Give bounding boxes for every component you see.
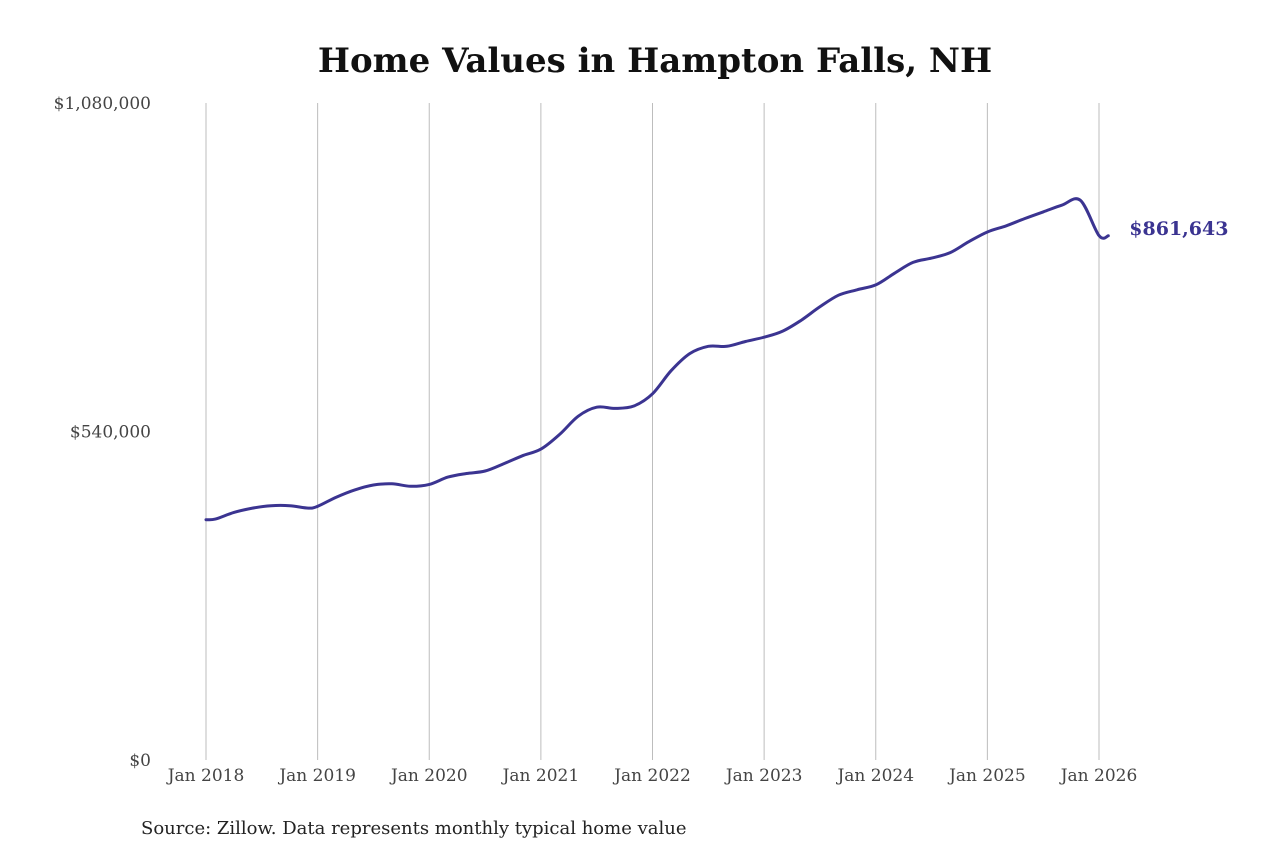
end-value-label: $861,643 (1129, 218, 1228, 240)
x-tick-label-1: Jan 2019 (277, 766, 356, 786)
x-tick-label-5: Jan 2023 (724, 766, 803, 786)
series-line (204, 197, 1110, 522)
chart-title: Home Values in Hampton Falls, NH (318, 41, 992, 81)
x-tick-label-4: Jan 2022 (612, 766, 691, 786)
y-tick-label-1: $540,000 (70, 423, 151, 443)
y-tick-label-2: $1,080,000 (54, 94, 151, 114)
x-tick-label-7: Jan 2025 (947, 766, 1026, 786)
x-tick-label-2: Jan 2020 (389, 766, 468, 786)
gridlines (205, 103, 1100, 760)
x-tick-label-8: Jan 2026 (1059, 766, 1138, 786)
x-tick-label-6: Jan 2024 (835, 766, 914, 786)
x-tick-label-3: Jan 2021 (501, 766, 580, 786)
x-axis-ticks: Jan 2018 Jan 2019 Jan 2020 Jan 2021 Jan 2022… (166, 766, 1138, 786)
source-note: Source: Zillow. Data represents monthly … (141, 818, 687, 839)
y-tick-label-0: $0 (129, 751, 151, 771)
x-tick-label-0: Jan 2018 (166, 766, 245, 786)
y-axis-ticks: $0 $540,000 $1,080,000 (54, 94, 151, 771)
